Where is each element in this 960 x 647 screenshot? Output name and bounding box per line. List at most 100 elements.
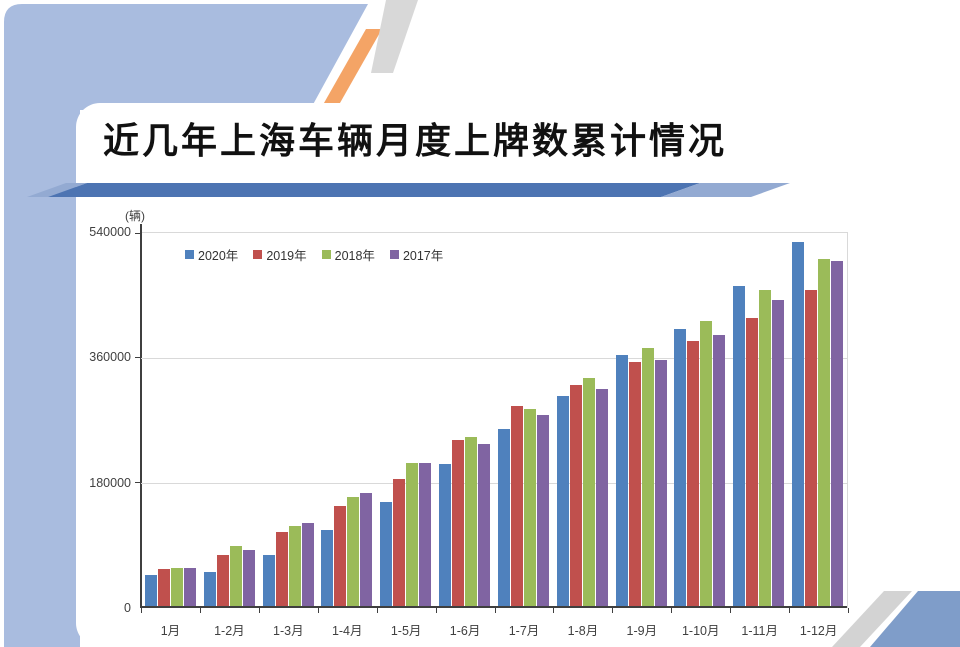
- x-tick-7: [553, 608, 555, 613]
- x-tick-1: [199, 608, 201, 613]
- x-tick-label-1-4月: 1-4月: [331, 624, 363, 638]
- bar-2018年-1-7月: [523, 409, 536, 608]
- bar-2019年-1-9月: [628, 362, 641, 608]
- bar-2017年-1月: [183, 568, 196, 608]
- bar-cluster-1-12月: [788, 233, 847, 608]
- bar-2019年-1-12月: [805, 289, 818, 608]
- x-tick-3: [317, 608, 319, 613]
- x-tick-11: [789, 608, 791, 613]
- bars-container: [141, 233, 847, 608]
- legend-item-2018年: 2018年: [321, 245, 375, 264]
- bar-2018年-1-5月: [406, 462, 419, 608]
- bar-2017年-1-3月: [301, 523, 314, 608]
- bar-cluster-1-8月: [553, 233, 612, 608]
- x-tick-label-1-11月: 1-11月: [741, 624, 778, 638]
- bar-2020年-1-9月: [615, 355, 628, 608]
- x-axis-labels: 1月 1-2月 1-3月 1-4月 1-5月 1-6月 1-7月 1-8月 1-9月 1-10月 1…: [141, 620, 848, 639]
- slide-title: 近几年上海车辆月度上牌数累计情况: [103, 120, 728, 161]
- bar-2018年-1-8月: [582, 378, 595, 608]
- bar-2018年-1-12月: [818, 258, 831, 608]
- legend-label-2018年: 2018年: [334, 249, 375, 263]
- legend-label-2017年: 2017年: [402, 249, 444, 263]
- bar-2020年-1-11月: [733, 285, 746, 608]
- bar-2020年-1-7月: [497, 428, 510, 608]
- bar-cluster-1-2月: [200, 233, 259, 608]
- bar-2019年-1-6月: [452, 439, 465, 608]
- bar-2020年-1-5月: [380, 502, 393, 608]
- bar-2017年-1-4月: [360, 493, 373, 608]
- x-tick-label-1-7月: 1-7月: [508, 624, 540, 638]
- bar-2018年-1月: [170, 567, 183, 608]
- gridline-360000: [141, 358, 847, 359]
- bar-cluster-1-9月: [612, 233, 671, 608]
- gridline-180000: [141, 483, 847, 484]
- bar-cluster-1-7月: [494, 233, 553, 608]
- bar-2019年-1-8月: [569, 385, 582, 608]
- legend-marker-2020年: [185, 250, 194, 259]
- x-axis-line: [140, 606, 847, 608]
- x-tick-10: [730, 608, 732, 613]
- bar-2020年-1-2月: [203, 571, 216, 608]
- bar-2019年-1-3月: [275, 532, 288, 608]
- bar-2020年-1-4月: [321, 529, 334, 608]
- bar-2017年-1-2月: [242, 549, 255, 608]
- x-tick-label-1-8月: 1-8月: [567, 624, 599, 638]
- x-tick-8: [612, 608, 614, 613]
- bar-2018年-1-11月: [759, 289, 772, 608]
- bar-2020年-1-3月: [262, 555, 275, 608]
- bar-2018年-1-2月: [229, 545, 242, 608]
- x-tick-12: [848, 608, 849, 613]
- bar-2019年-1-4月: [334, 505, 347, 608]
- y-tick-label-540000: 540000: [89, 225, 131, 239]
- bar-2020年-1月: [144, 575, 157, 608]
- x-tick-0: [141, 608, 142, 613]
- bar-2018年-1-10月: [700, 320, 713, 608]
- x-tick-label-1-5月: 1-5月: [390, 624, 422, 638]
- gray-stripe: [371, 0, 418, 73]
- x-tick-label-1-3月: 1-3月: [273, 624, 304, 638]
- bar-2019年-1-2月: [216, 554, 229, 608]
- x-tick-label-1-2月: 1-2月: [214, 624, 245, 638]
- bar-2019年-1月: [157, 569, 170, 608]
- x-tick-2: [258, 608, 260, 613]
- y-tick-label-360000: 360000: [89, 350, 131, 365]
- bar-2019年-1-10月: [687, 340, 700, 608]
- bar-cluster-1月: [141, 233, 200, 608]
- x-tick-4: [376, 608, 378, 613]
- bar-2020年-1-6月: [439, 464, 452, 608]
- legend-label-2019年: 2019年: [266, 249, 307, 263]
- legend-label-2020年: 2020年: [198, 249, 239, 263]
- legend-item-2017年: 2017年: [389, 245, 444, 264]
- bar-cluster-1-3月: [259, 233, 318, 608]
- bar-2017年-1-12月: [831, 260, 844, 608]
- bar-2020年-1-8月: [556, 395, 569, 608]
- bar-2018年-1-6月: [465, 437, 478, 608]
- orange-stripe: [320, 29, 382, 110]
- x-tick-6: [494, 608, 496, 613]
- x-tick-9: [671, 608, 673, 613]
- legend-item-2020年: 2020年: [185, 245, 238, 264]
- x-tick-label-1-12月: 1-12月: [799, 624, 838, 638]
- plot-area: 2020年 2019年 2018年 2017年: [135, 224, 848, 608]
- chart: (辆) 2020年 2019年 2018年 2017年 0 180000 360000 54…: [89, 209, 849, 638]
- legend-marker-2018年: [321, 250, 331, 259]
- y-axis-unit-label: (辆): [125, 209, 145, 223]
- x-axis-ticks: [141, 608, 849, 614]
- bar-2020年-1-12月: [792, 242, 805, 608]
- bar-2017年-1-7月: [536, 414, 549, 608]
- y-tick-label-0: 0: [124, 601, 131, 615]
- legend-item-2019年: 2019年: [253, 245, 307, 264]
- bar-cluster-1-10月: [670, 233, 729, 608]
- legend-marker-2019年: [253, 250, 263, 259]
- bar-2020年-1-10月: [674, 328, 687, 608]
- bar-2018年-1-9月: [641, 348, 654, 608]
- bar-cluster-1-11月: [729, 233, 788, 608]
- bar-2019年-1-5月: [393, 478, 406, 608]
- legend-marker-2017年: [389, 250, 399, 259]
- x-tick-label-1月: 1月: [160, 624, 181, 638]
- bar-2017年-1-8月: [595, 389, 608, 608]
- bar-2017年-1-10月: [713, 335, 726, 608]
- x-tick-label-1-6月: 1-6月: [449, 624, 481, 638]
- bar-2019年-1-7月: [510, 405, 523, 608]
